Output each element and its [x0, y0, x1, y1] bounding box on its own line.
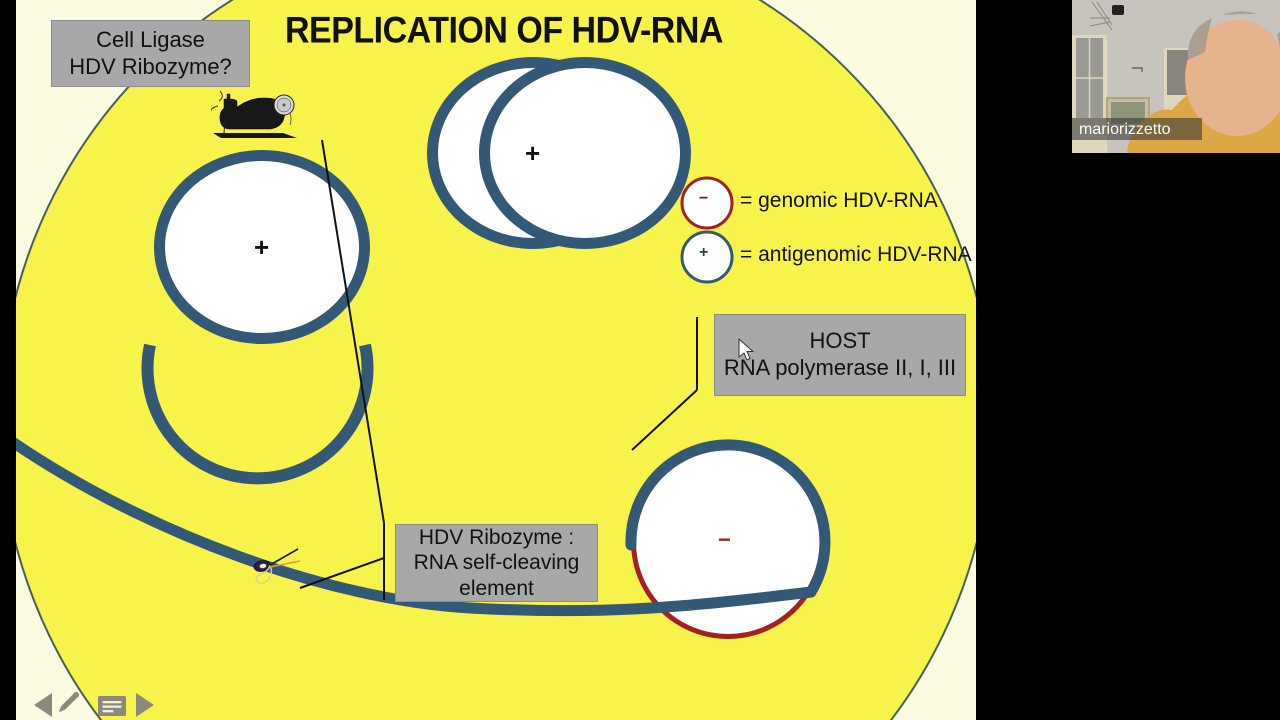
svg-text:mariorizzetto: mariorizzetto [1079, 121, 1171, 138]
